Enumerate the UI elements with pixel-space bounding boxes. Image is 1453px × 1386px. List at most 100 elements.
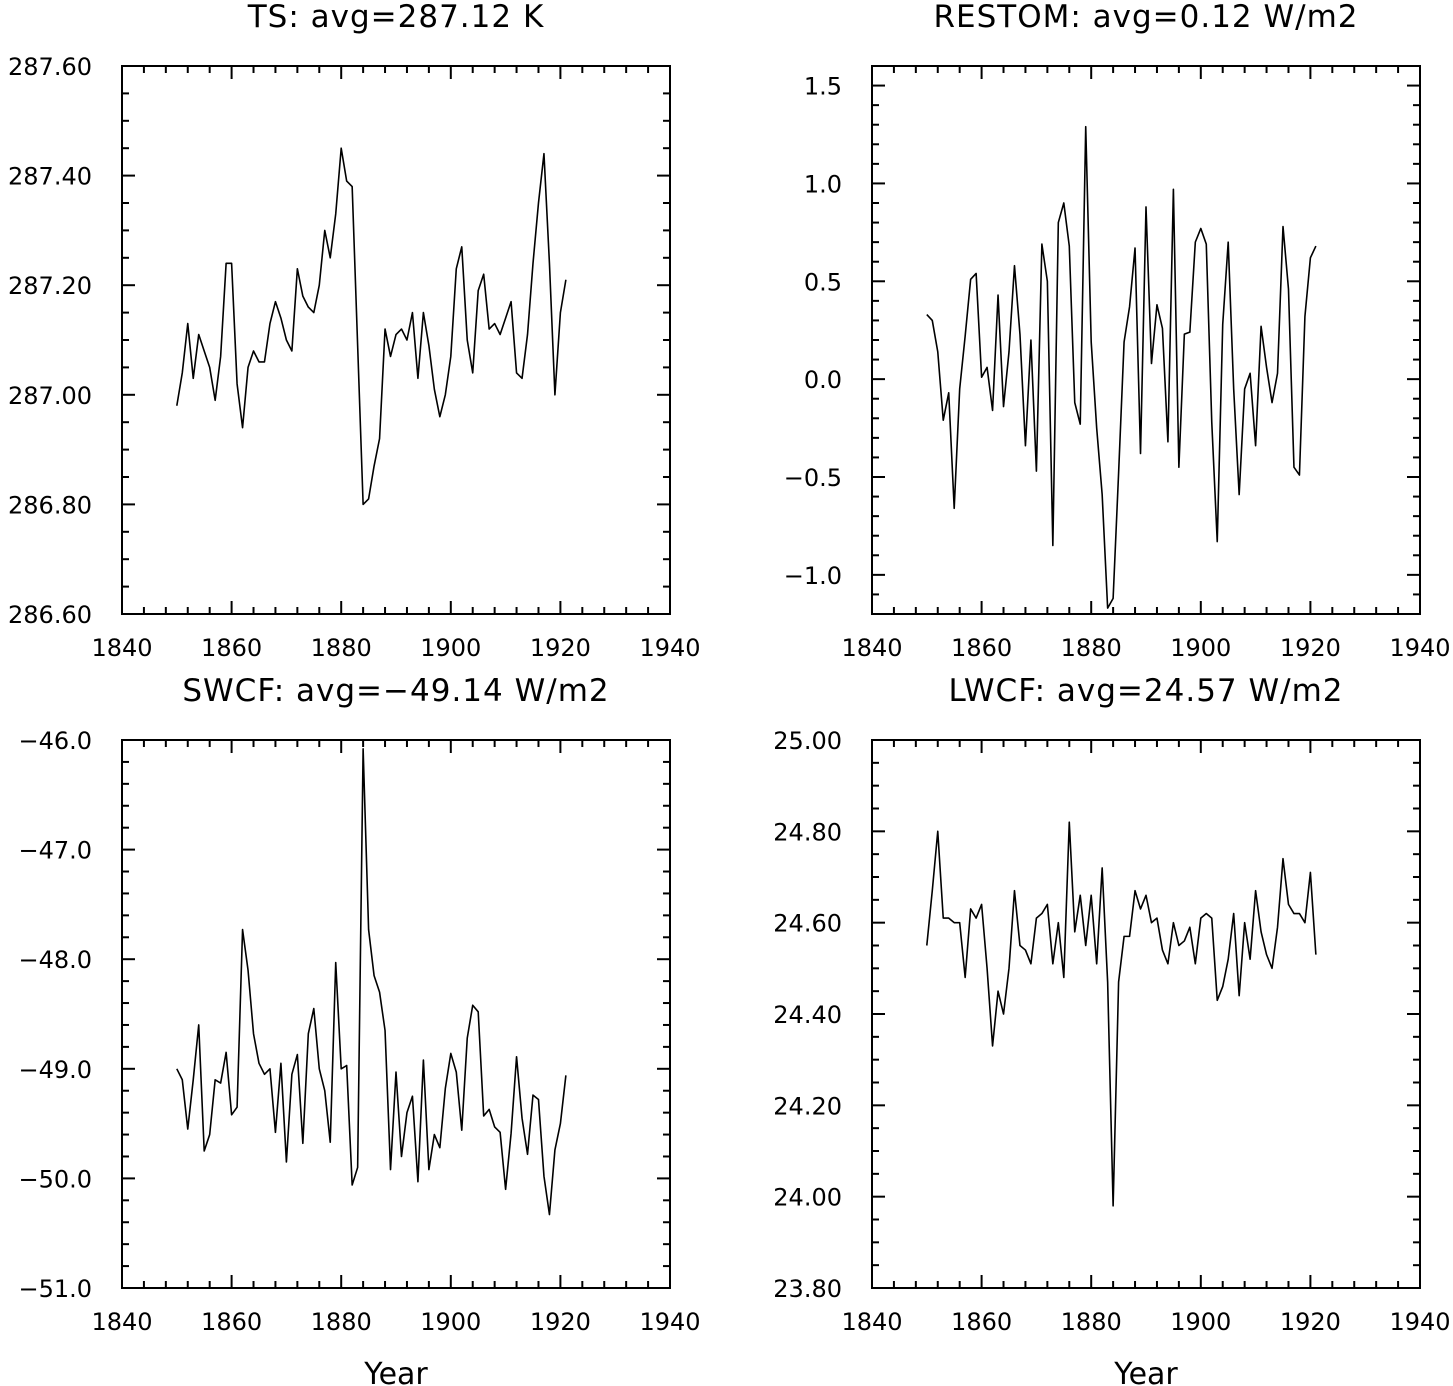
data-point — [269, 323, 271, 325]
data-point — [412, 1095, 414, 1097]
data-point — [1058, 222, 1060, 224]
data-point — [477, 1011, 479, 1013]
x-tick-label: 1940 — [1389, 1308, 1450, 1336]
data-point — [247, 367, 249, 369]
data-point — [203, 1150, 205, 1152]
data-point — [543, 1175, 545, 1177]
data-point — [1068, 245, 1070, 247]
y-tick-label: −47.0 — [18, 837, 92, 865]
x-tick-label: 1920 — [530, 1308, 591, 1336]
x-tick-label: 1840 — [91, 1308, 152, 1336]
data-point — [439, 1147, 441, 1149]
data-point — [926, 945, 928, 947]
x-tick-label: 1840 — [91, 634, 152, 662]
data-point — [187, 323, 189, 325]
data-point — [324, 1090, 326, 1092]
data-point — [1030, 963, 1032, 965]
plot-frame — [871, 739, 1421, 1289]
data-point — [1173, 922, 1175, 924]
y-tick-label: 24.80 — [773, 818, 842, 846]
data-point — [483, 1115, 485, 1117]
data-point — [1079, 423, 1081, 425]
data-point — [220, 1082, 222, 1084]
data-point — [253, 1033, 255, 1035]
data-point — [379, 991, 381, 993]
data-point — [1211, 421, 1213, 423]
data-point — [209, 1134, 211, 1136]
data-point — [1090, 894, 1092, 896]
data-point — [505, 317, 507, 319]
data-point — [445, 394, 447, 396]
data-point — [214, 399, 216, 401]
data-point — [1025, 445, 1027, 447]
data-point — [1233, 913, 1235, 915]
data-point — [1167, 963, 1169, 965]
data-point — [981, 376, 983, 378]
data-point — [1277, 926, 1279, 928]
data-point — [1227, 958, 1229, 960]
data-point — [1299, 474, 1301, 476]
data-point — [362, 748, 364, 750]
data-point — [340, 1068, 342, 1070]
data-point — [242, 427, 244, 429]
data-point — [964, 977, 966, 979]
y-tick-label: −49.0 — [18, 1056, 92, 1084]
data-point — [549, 262, 551, 264]
data-point — [324, 230, 326, 232]
data-point — [510, 1133, 512, 1135]
plot-frame — [121, 65, 671, 615]
data-point — [313, 1008, 315, 1010]
data-point — [1222, 986, 1224, 988]
data-point — [948, 917, 950, 919]
data-point — [1063, 202, 1065, 204]
y-tick-label: −0.5 — [784, 464, 842, 492]
data-point — [236, 383, 238, 385]
data-point — [401, 1156, 403, 1158]
data-point — [373, 465, 375, 467]
data-point — [192, 1079, 194, 1081]
data-point — [264, 1073, 266, 1075]
data-point — [1112, 598, 1114, 600]
y-tick-label: 24.20 — [773, 1092, 842, 1120]
data-point — [1112, 1205, 1114, 1207]
data-point — [236, 1106, 238, 1108]
data-point — [406, 1112, 408, 1114]
data-point — [351, 186, 353, 188]
data-point — [346, 1065, 348, 1067]
data-point — [297, 1054, 299, 1056]
y-tick-label: 24.40 — [773, 1001, 842, 1029]
data-point — [1282, 858, 1284, 860]
data-point — [198, 1024, 200, 1026]
data-point — [423, 312, 425, 314]
data-point — [390, 1169, 392, 1171]
x-tick-label: 1880 — [1061, 634, 1122, 662]
data-point — [1074, 402, 1076, 404]
data-point — [1304, 922, 1306, 924]
y-tick-label: 287.20 — [8, 272, 92, 300]
data-point — [1184, 333, 1186, 335]
y-tick-label: 287.00 — [8, 382, 92, 410]
data-point — [340, 147, 342, 149]
series-line — [926, 125, 1317, 609]
data-point — [931, 320, 933, 322]
data-point — [198, 334, 200, 336]
data-point — [1238, 494, 1240, 496]
data-point — [258, 361, 260, 363]
data-point — [302, 1143, 304, 1145]
plot-frame — [121, 739, 671, 1289]
data-point — [981, 904, 983, 906]
data-point — [554, 394, 556, 396]
data-point — [565, 1075, 567, 1077]
data-point — [1288, 904, 1290, 906]
data-point — [450, 1053, 452, 1055]
data-point — [1205, 243, 1207, 245]
data-point — [477, 290, 479, 292]
data-point — [373, 975, 375, 977]
data-point — [1123, 936, 1125, 938]
data-point — [1216, 1000, 1218, 1002]
data-point — [466, 1037, 468, 1039]
data-point — [346, 180, 348, 182]
data-point — [1310, 257, 1312, 259]
data-point — [1266, 367, 1268, 369]
data-point — [499, 334, 501, 336]
